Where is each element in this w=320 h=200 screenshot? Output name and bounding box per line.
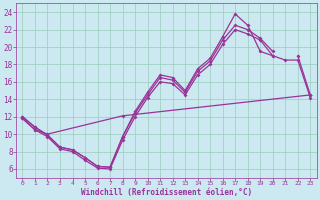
X-axis label: Windchill (Refroidissement éolien,°C): Windchill (Refroidissement éolien,°C) <box>81 188 252 197</box>
